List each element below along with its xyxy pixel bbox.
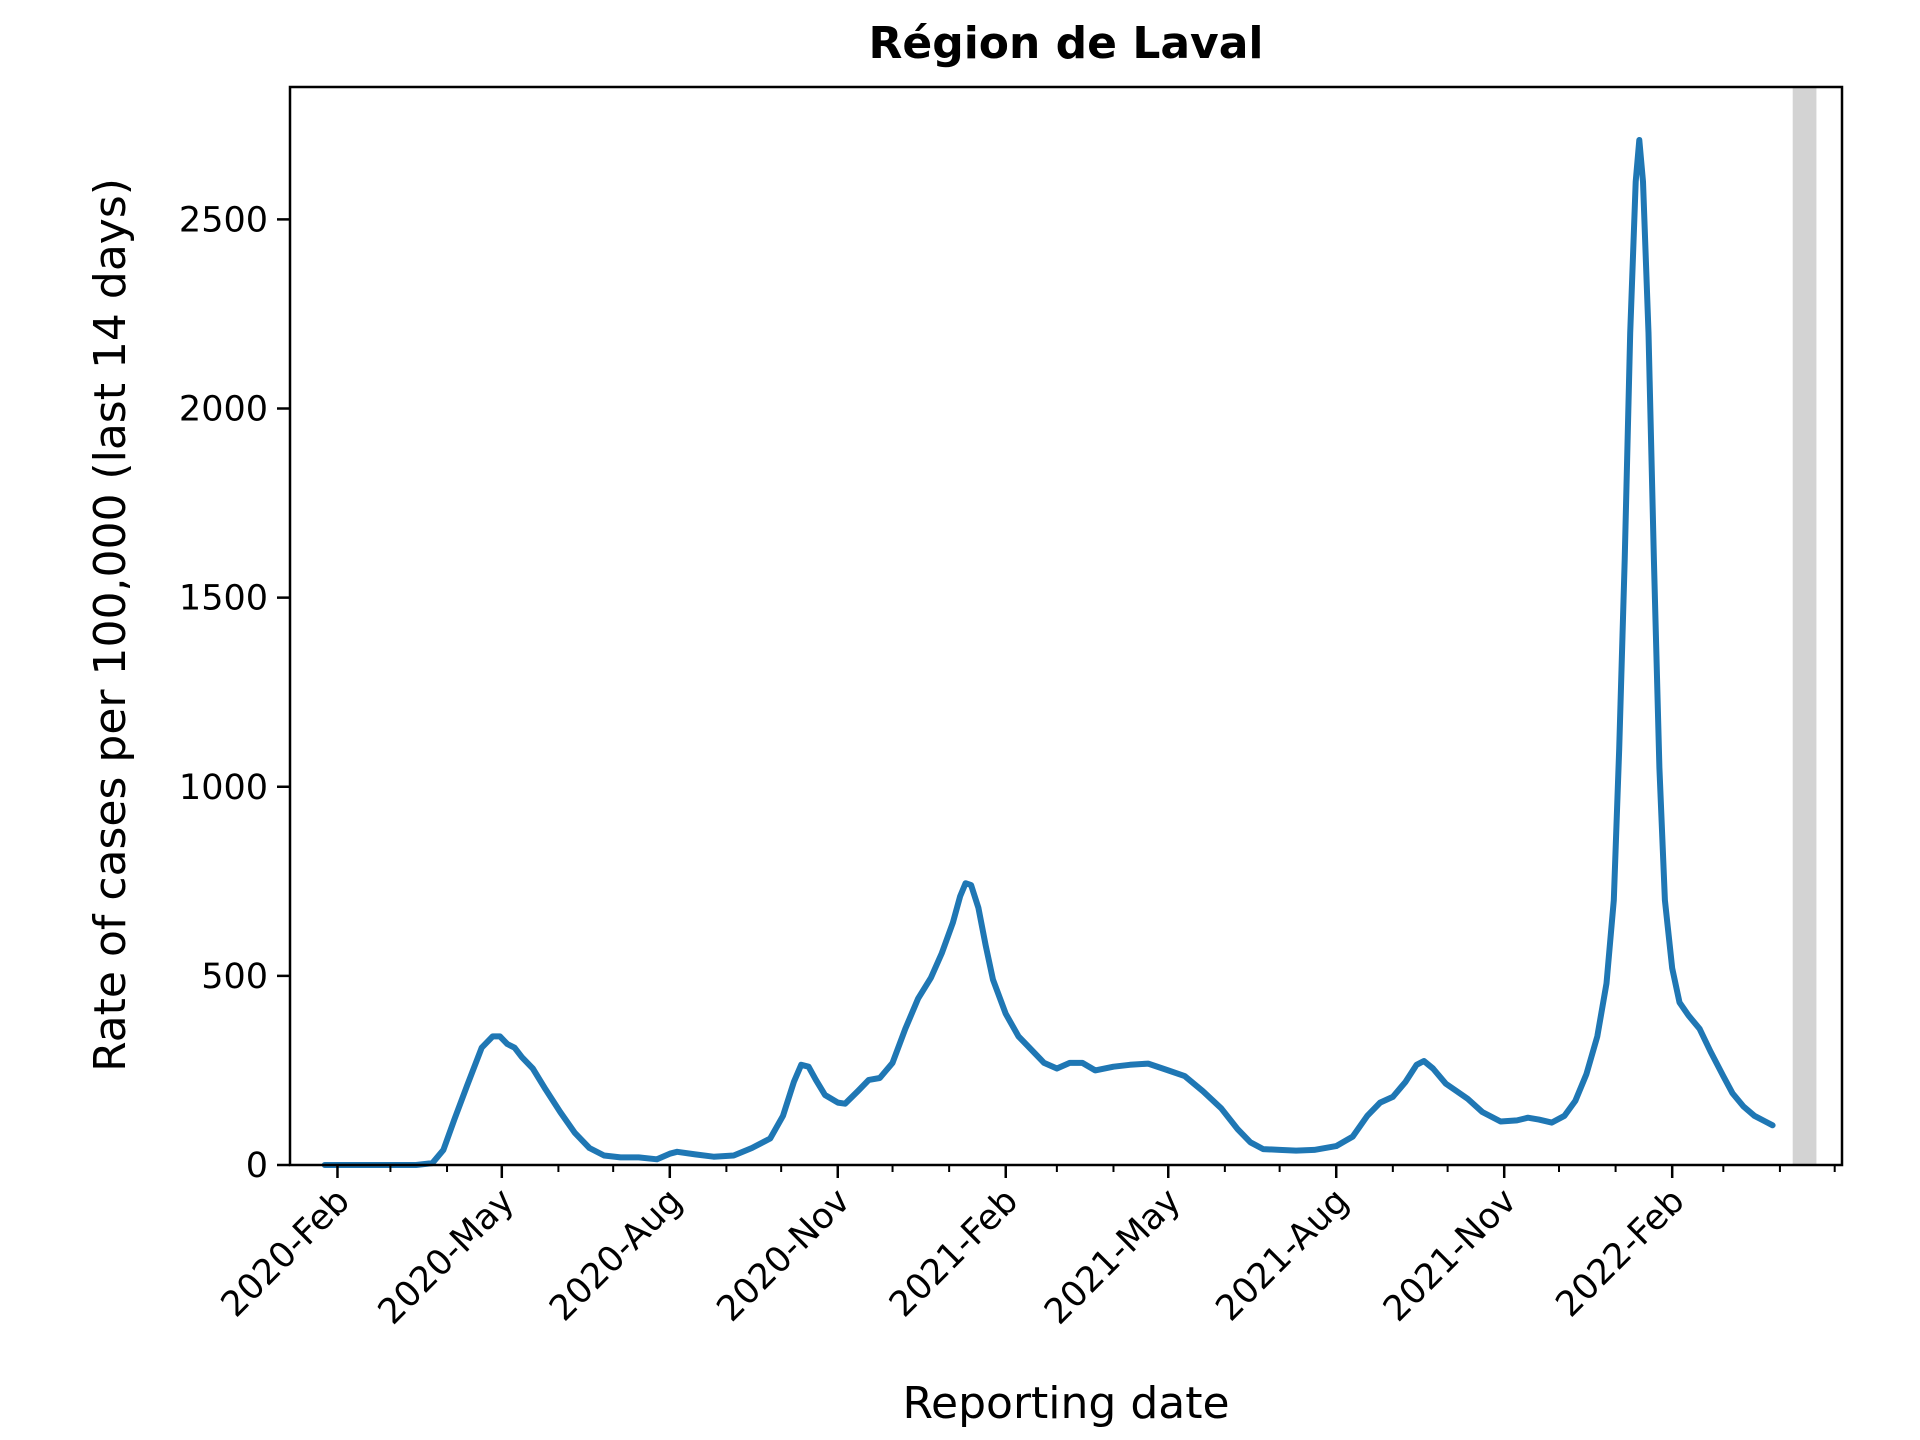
y-tick-label: 0 [246, 1146, 268, 1186]
shaded-region-layer [1792, 87, 1817, 1165]
y-tick-label: 500 [201, 957, 268, 997]
shaded-region [1792, 87, 1817, 1165]
x-axis-title: Reporting date [902, 1378, 1229, 1429]
y-axis-title: Rate of cases per 100,000 (last 14 days) [85, 178, 136, 1072]
series-line-0 [321, 137, 1776, 1168]
series-line-layer [321, 137, 1776, 1168]
plot-frame [288, 85, 1844, 1167]
y-tick-label: 1500 [179, 579, 268, 619]
y-axis-ticks: 0 500 1000 1500 2000 2500 [179, 200, 290, 1186]
y-tick-label: 1000 [179, 768, 268, 808]
chart-title: Région de Laval [868, 18, 1263, 69]
y-tick-label: 2000 [179, 390, 268, 430]
y-tick-label: 2500 [179, 200, 268, 240]
